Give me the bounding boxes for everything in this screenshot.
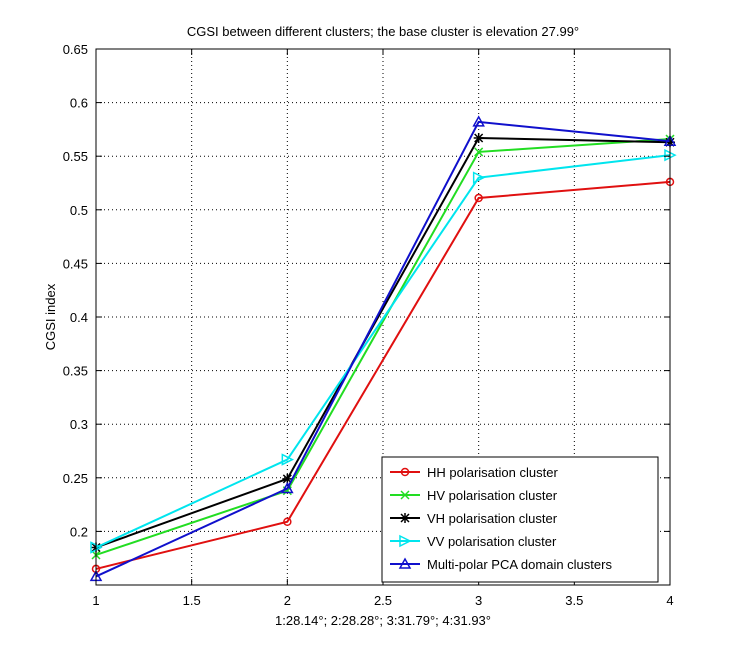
legend-item: HH polarisation cluster (390, 465, 558, 480)
data-point (472, 115, 485, 127)
series-line (95, 120, 671, 578)
legend-item: HV polarisation cluster (390, 488, 558, 503)
x-axis-label: 1:28.14°; 2:28.28°; 3:31.79°; 4:31.93° (275, 613, 491, 628)
y-tick-label: 0.25 (63, 471, 88, 486)
x-tick-label: 2.5 (374, 593, 392, 608)
y-tick-label: 0.65 (63, 42, 88, 57)
data-point (473, 132, 484, 143)
legend-label: HH polarisation cluster (427, 465, 558, 480)
legend-label: HV polarisation cluster (427, 488, 558, 503)
y-tick-label: 0.35 (63, 364, 88, 379)
x-tick-label: 1.5 (183, 593, 201, 608)
series-line (95, 136, 671, 549)
legend: HH polarisation cluster HV polarisation c… (381, 456, 659, 583)
legend-box (381, 456, 659, 583)
x-tick-label: 4 (666, 593, 673, 608)
y-tick-label: 0.45 (63, 256, 88, 271)
data-point (283, 517, 292, 527)
y-tick-label: 0.5 (70, 203, 88, 218)
y-tick-label: 0.3 (70, 417, 88, 432)
legend-label: VV polarisation cluster (427, 534, 557, 549)
y-tick-label: 0.4 (70, 310, 88, 325)
legend-item: VV polarisation cluster (390, 534, 557, 549)
x-tick-label: 1 (92, 593, 99, 608)
y-tick-label: 0.2 (70, 524, 88, 539)
series-line (95, 180, 671, 570)
legend-item: Multi-polar PCA domain clusters (390, 557, 612, 572)
legend-swatch-marker (398, 557, 412, 569)
data-point (281, 453, 295, 466)
legend-swatch-marker (400, 467, 410, 477)
legend-swatch-marker-stroke (400, 490, 410, 500)
series-line (95, 138, 671, 556)
data-point (474, 193, 483, 203)
x-tick-label: 2 (284, 593, 291, 608)
axis-ticks: 1 1.5 2 2.5 3 3.5 4 0.2 0.25 0.3 0.35 0.4 0.45 0.5 0.5… (63, 42, 674, 608)
data-point (281, 481, 294, 494)
legend-swatch-marker (399, 534, 412, 548)
y-tick-label: 0.55 (63, 149, 88, 164)
chart-title: CGSI between different clusters; the bas… (187, 24, 579, 39)
data-point (472, 171, 486, 184)
x-tick-label: 3.5 (565, 593, 583, 608)
x-tick-label: 3 (475, 593, 482, 608)
legend-label: Multi-polar PCA domain clusters (427, 557, 612, 572)
y-tick-label: 0.6 (70, 96, 88, 111)
legend-item: VH polarisation cluster (390, 511, 558, 526)
data-point-stroke (474, 147, 484, 157)
series-line (95, 154, 671, 549)
y-axis-label: CGSI index (43, 283, 58, 350)
data-point (474, 147, 484, 157)
legend-swatch-marker (400, 490, 410, 500)
legend-swatch-marker (400, 513, 410, 523)
legend-label: VH polarisation cluster (427, 511, 558, 526)
